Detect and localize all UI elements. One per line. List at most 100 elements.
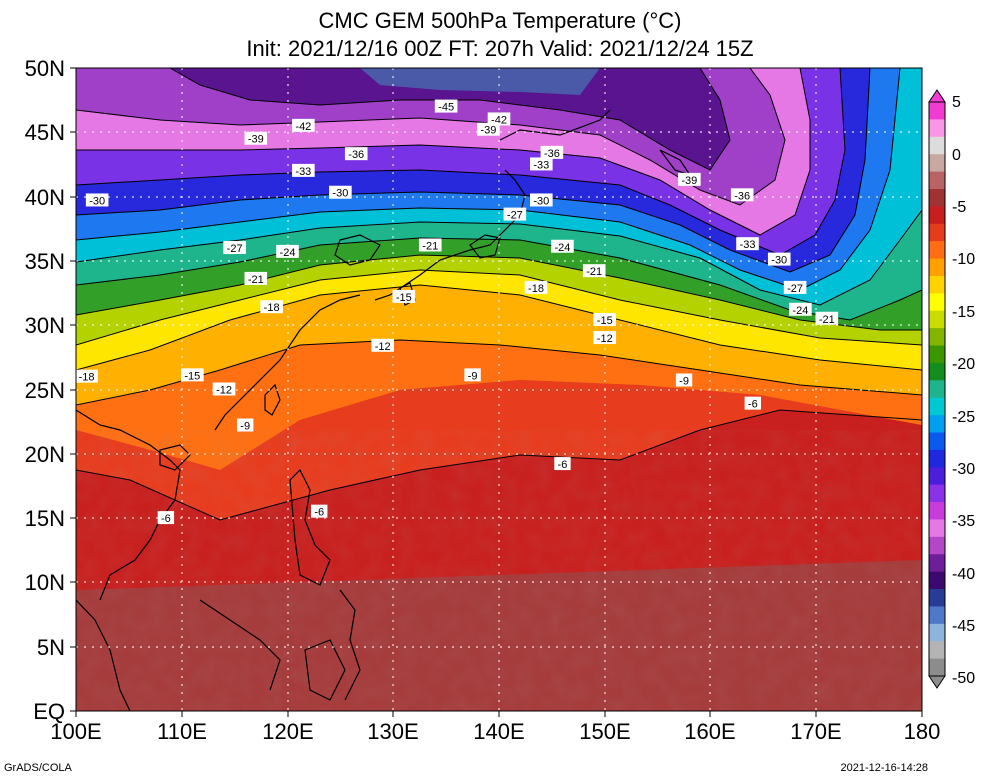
colorbar-swatch xyxy=(929,606,945,625)
svg-text:-27: -27 xyxy=(787,283,803,295)
lat-label-10n: 10N xyxy=(24,570,65,595)
contour-label: -39 xyxy=(678,172,701,187)
contour-label: -30 xyxy=(767,252,791,267)
contour-label: -12 xyxy=(212,382,236,397)
lon-label-120e: 120E xyxy=(262,719,314,744)
colorbar-label-m20: -20 xyxy=(952,356,976,373)
colorbar-label-0: 0 xyxy=(952,147,961,164)
svg-text:-27: -27 xyxy=(227,243,243,255)
colorbar-max-arrow xyxy=(928,89,946,103)
band-minus36 xyxy=(76,68,845,255)
lon-label-110e: 110E xyxy=(157,719,207,744)
lat-label-45n: 45N xyxy=(24,120,65,145)
colorbar-swatch xyxy=(929,206,945,225)
colorbar-swatch xyxy=(929,310,945,329)
svg-text:-21: -21 xyxy=(586,266,602,278)
svg-text:-9: -9 xyxy=(679,375,689,387)
svg-text:-6: -6 xyxy=(748,399,758,411)
colorbar-label-m15: -15 xyxy=(952,304,976,321)
contour-label: -24 xyxy=(276,244,299,259)
colorbar-swatch xyxy=(929,467,945,486)
colorbar-swatch xyxy=(929,519,945,538)
contour-label: -12 xyxy=(371,338,394,353)
contour-label: -36 xyxy=(540,145,564,160)
colorbar-swatch xyxy=(929,536,945,555)
svg-text:-12: -12 xyxy=(375,341,391,353)
colorbar-label-5: 5 xyxy=(952,94,961,111)
contour-label: -27 xyxy=(503,207,527,222)
plot-area: -45-42-42-39-39-39-36 -36-36-33-33-33-30-… xyxy=(76,68,922,711)
lon-label-100e: 100E xyxy=(50,719,102,744)
svg-text:-30: -30 xyxy=(332,188,348,200)
contour-label: -42 xyxy=(487,112,511,126)
colorbar-swatch xyxy=(929,258,945,277)
contour-label: -18 xyxy=(76,369,98,384)
band-minus33 xyxy=(76,68,870,272)
colorbar-swatch xyxy=(929,380,945,399)
colorbar-label-m50: -50 xyxy=(952,670,976,687)
contour-label: -42 xyxy=(292,118,315,133)
contour-label: -6 xyxy=(744,396,761,411)
svg-text:-18: -18 xyxy=(528,283,544,295)
contour-label: -9 xyxy=(237,418,254,433)
band-minus30 xyxy=(76,68,900,290)
contour-label: -30 xyxy=(530,193,553,207)
contour-label: -39 xyxy=(244,131,268,146)
contour-label: -24 xyxy=(551,239,574,254)
svg-text:-39: -39 xyxy=(681,175,697,187)
colorbar-swatch xyxy=(929,415,945,433)
contour-label: -45 xyxy=(434,99,458,114)
contour-label: -33 xyxy=(530,157,553,171)
colorbar-label-m40: -40 xyxy=(952,566,976,583)
colorbar-swatch xyxy=(929,432,945,451)
contour-label: -33 xyxy=(292,163,315,178)
lon-label-160e: 160E xyxy=(684,719,736,744)
svg-text:-36: -36 xyxy=(544,148,560,160)
svg-text:-9: -9 xyxy=(240,421,250,433)
contour-label: -6 xyxy=(157,511,175,525)
contour-labels: -45-42-42-39-39-39-36 -36-36-33-33-33-30-… xyxy=(76,99,839,525)
svg-text:-24: -24 xyxy=(792,305,808,317)
colorbar-swatch xyxy=(929,362,945,381)
colorbar-swatch xyxy=(929,171,945,190)
svg-text:-6: -6 xyxy=(558,459,568,471)
contour-label: -27 xyxy=(223,241,246,255)
footer-credit: GrADS/COLA xyxy=(4,762,72,774)
colorbar-min-arrow xyxy=(928,675,946,689)
svg-text:-21: -21 xyxy=(248,274,264,286)
contour-label: -21 xyxy=(418,238,442,252)
colorbar xyxy=(928,89,946,689)
colorbar-swatch xyxy=(929,449,945,468)
svg-text:-21: -21 xyxy=(422,240,438,252)
svg-text:-6: -6 xyxy=(161,513,171,525)
colorbar-label-m25: -25 xyxy=(952,409,976,426)
contour-label: -39 xyxy=(477,122,500,137)
map-subtitle: Init: 2021/12/16 00Z FT: 207h Valid: 202… xyxy=(246,36,754,61)
colorbar-swatch xyxy=(929,293,945,312)
svg-text:-12: -12 xyxy=(216,385,232,397)
axis-ticks xyxy=(70,67,923,717)
colorbar-swatch xyxy=(929,241,945,260)
lat-label-5n: 5N xyxy=(36,635,65,660)
band-minus48 xyxy=(360,68,600,95)
colorbar-swatch xyxy=(929,571,945,590)
lat-label-25n: 25N xyxy=(24,378,65,403)
svg-text:-21: -21 xyxy=(819,314,835,326)
contour-label: -24 xyxy=(789,302,812,317)
lat-label-35n: 35N xyxy=(24,249,65,274)
colorbar-swatch xyxy=(929,223,945,242)
colorbar-swatch xyxy=(929,641,945,660)
svg-text:-18: -18 xyxy=(79,372,95,384)
colorbar-swatch xyxy=(929,188,945,207)
contour-label: -36 xyxy=(730,188,754,202)
svg-text:-15: -15 xyxy=(396,292,412,304)
contour-label: -12 xyxy=(593,331,617,345)
svg-text:-9: -9 xyxy=(468,370,478,382)
contour-label: -18 xyxy=(524,280,548,295)
colorbar-swatch xyxy=(929,154,945,173)
contour-label: -30 xyxy=(85,193,109,207)
lon-label-170e: 170E xyxy=(790,719,842,744)
colorbar-swatch xyxy=(929,119,945,138)
contour-label: -6 xyxy=(311,504,328,519)
